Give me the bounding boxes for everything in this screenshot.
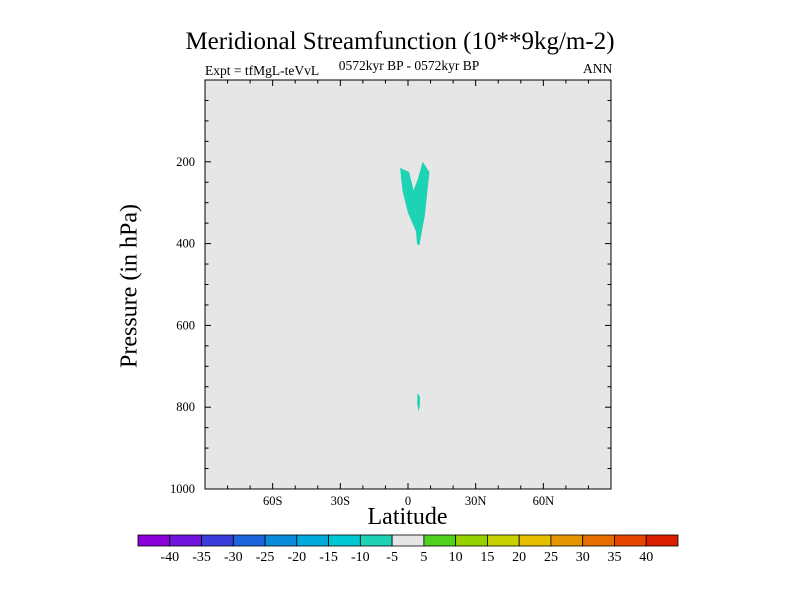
colorbar-label: -15 <box>319 550 338 565</box>
plot-area: 200 400 600 800 1000 60S 30S 0 30N 60N <box>170 79 612 508</box>
colorbar-label: -5 <box>386 550 398 565</box>
colorbar-label: 10 <box>449 550 463 565</box>
y-tick-label: 800 <box>176 400 195 414</box>
colorbar-label: -40 <box>160 550 179 565</box>
colorbar-swatch <box>137 534 171 547</box>
colorbar-swatch <box>359 534 393 547</box>
x-tick-label: 60N <box>533 494 555 508</box>
colorbar-swatch <box>232 534 266 547</box>
colorbar-swatch <box>614 534 647 547</box>
chart-title: Meridional Streamfunction (10**9kg/m-2) <box>185 28 615 55</box>
season-label: ANN <box>583 61 613 76</box>
colorbar-label: 25 <box>544 550 558 565</box>
colorbar-swatch <box>518 534 552 547</box>
x-tick-label: 30N <box>465 494 487 508</box>
colorbar-label: 35 <box>607 550 621 565</box>
colorbar-swatch <box>455 534 488 547</box>
colorbar-label: -25 <box>256 550 275 565</box>
y-tick-label: 400 <box>176 237 195 251</box>
x-axis-label: Latitude <box>367 504 448 530</box>
colorbar-swatch <box>264 534 298 547</box>
colorbar-swatch <box>550 534 584 547</box>
colorbar-swatch <box>391 534 425 547</box>
colorbar-swatch <box>487 534 520 547</box>
y-tick-label: 1000 <box>170 482 195 496</box>
colorbar-swatch <box>328 534 361 547</box>
colorbar-label: -35 <box>192 550 211 565</box>
experiment-label: Expt = tfMgL-teVvL <box>205 63 320 78</box>
colorbar: -40 -35 -30 -25 -20 -15 -10 -5 5 10 15 20 25 30 35 40 <box>137 534 679 565</box>
time-range-label: 0572kyr BP - 0572kyr BP <box>338 58 480 73</box>
x-tick-label: 60S <box>263 494 283 508</box>
colorbar-label: -10 <box>351 550 370 565</box>
colorbar-swatch <box>582 534 615 547</box>
colorbar-label: -30 <box>224 550 243 565</box>
y-tick-label: 200 <box>176 155 195 169</box>
contour-region-1 <box>417 392 420 412</box>
colorbar-label: 40 <box>639 550 653 565</box>
colorbar-swatch <box>201 534 234 547</box>
colorbar-label: 15 <box>480 550 494 565</box>
background-field <box>205 80 611 489</box>
x-tick-label: 30S <box>331 494 351 508</box>
contour-region-0 <box>400 161 430 246</box>
colorbar-swatch <box>645 534 679 547</box>
y-tick-label: 600 <box>176 318 195 332</box>
colorbar-swatch <box>169 534 202 547</box>
colorbar-swatch <box>296 534 329 547</box>
colorbar-label: -20 <box>287 550 306 565</box>
colorbar-label: 5 <box>420 550 427 565</box>
colorbar-label: 30 <box>576 550 590 565</box>
colorbar-label: 20 <box>512 550 526 565</box>
colorbar-swatch <box>423 534 457 547</box>
x-tick-label: 0 <box>405 494 411 508</box>
